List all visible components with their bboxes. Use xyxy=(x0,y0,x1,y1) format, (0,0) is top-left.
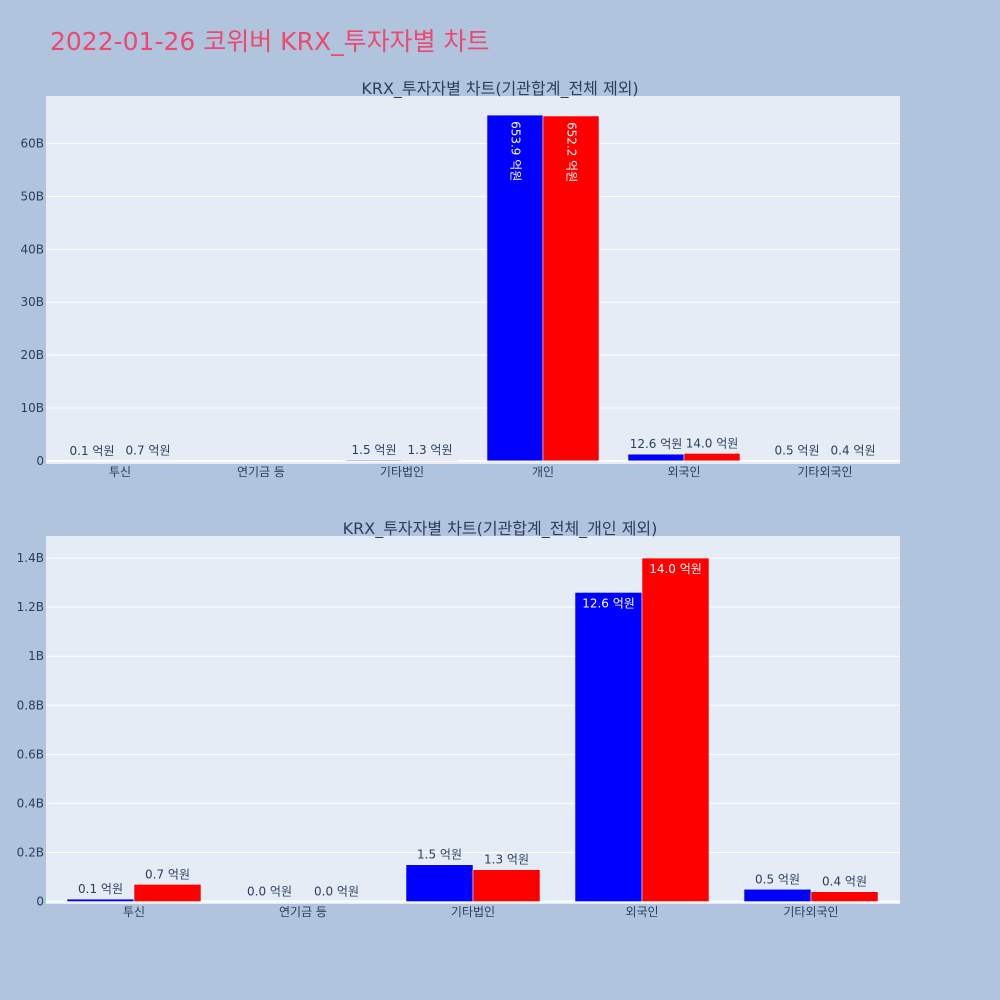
data-label: 1.5 억원 xyxy=(352,443,397,457)
data-label: 0.4 억원 xyxy=(822,875,867,889)
bar xyxy=(743,889,812,902)
y-tick-label: 20B xyxy=(20,348,44,362)
data-label: 0.5 억원 xyxy=(755,872,800,886)
chart-title: KRX_투자자별 차트(기관합계_전체_개인 제외) xyxy=(343,519,658,539)
y-tick-label: 10B xyxy=(20,401,44,415)
data-label: 0.7 억원 xyxy=(126,443,171,457)
data-label: 0.1 억원 xyxy=(78,882,123,896)
x-tick-label: 연기금 등 xyxy=(237,465,285,479)
bar xyxy=(574,592,643,902)
bar xyxy=(401,459,459,462)
y-tick-label: 0.6B xyxy=(17,747,44,761)
bar xyxy=(405,864,474,902)
y-tick-label: 50B xyxy=(20,189,44,203)
x-tick-label: 기타외국인 xyxy=(783,905,838,919)
x-tick-label: 연기금 등 xyxy=(279,905,327,919)
bar xyxy=(66,898,135,902)
data-label: 1.3 억원 xyxy=(484,853,529,867)
data-label: 14.0 억원 xyxy=(649,562,702,576)
bar xyxy=(542,115,600,462)
x-tick-label: 기타법인 xyxy=(380,465,424,479)
bar xyxy=(683,453,741,462)
chart-title: KRX_투자자별 차트(기관합계_전체 제외) xyxy=(361,79,638,99)
y-tick-label: 0 xyxy=(36,454,44,468)
page-title: 2022-01-26 코위버 KRX_투자자별 차트 xyxy=(50,27,490,56)
y-tick-label: 0.8B xyxy=(17,698,44,712)
data-label: 12.6 억원 xyxy=(630,437,683,451)
y-tick-label: 60B xyxy=(20,137,44,151)
x-tick-label: 외국인 xyxy=(667,465,700,479)
data-label: 12.6 억원 xyxy=(582,596,635,610)
data-label: 0.7 억원 xyxy=(145,867,190,881)
data-label: 0.0 억원 xyxy=(314,885,359,899)
data-label: 14.0 억원 xyxy=(686,436,739,450)
bar xyxy=(133,884,202,902)
y-tick-label: 1.4B xyxy=(17,551,44,565)
bar xyxy=(810,891,879,902)
y-tick-label: 1.2B xyxy=(17,600,44,614)
data-label: 0.1 억원 xyxy=(70,444,115,458)
data-label: 0.0 억원 xyxy=(247,885,292,899)
x-tick-label: 투신 xyxy=(109,465,131,479)
y-tick-label: 0.2B xyxy=(17,845,44,859)
bar xyxy=(641,557,710,902)
data-label: 0.4 억원 xyxy=(831,444,876,458)
bar xyxy=(472,869,541,902)
plot-background xyxy=(46,536,900,904)
y-tick-label: 0.4B xyxy=(17,796,44,810)
x-tick-label: 외국인 xyxy=(625,905,658,919)
x-tick-label: 기타외국인 xyxy=(797,465,852,479)
data-label: 1.3 억원 xyxy=(408,443,453,457)
data-label: 1.5 억원 xyxy=(417,848,462,862)
x-tick-label: 투신 xyxy=(123,905,145,919)
bar xyxy=(486,114,544,462)
y-tick-label: 0 xyxy=(36,895,44,909)
x-tick-label: 개인 xyxy=(532,465,554,479)
y-tick-label: 30B xyxy=(20,295,44,309)
y-tick-label: 40B xyxy=(20,242,44,256)
bar xyxy=(345,459,403,462)
data-label: 653.9 억원 xyxy=(509,121,523,181)
y-tick-label: 1B xyxy=(28,649,44,663)
x-tick-label: 기타법인 xyxy=(451,905,495,919)
bar xyxy=(627,453,685,462)
plot-background xyxy=(46,96,900,464)
data-label: 0.5 억원 xyxy=(775,444,820,458)
data-label: 652.2 억원 xyxy=(565,122,579,182)
chart-institutional-individual-excluded: 0 0.2B 0.4B 0.6B 0.8B 1B 1.2B 1.4B KRX_투자자별 차트(기… xyxy=(17,519,900,919)
chart-institutional-excluded: 0 10B 20B 30B 40B 50B 60B KRX_투자자별 차트(기관합계_전체 제… xyxy=(20,79,900,479)
